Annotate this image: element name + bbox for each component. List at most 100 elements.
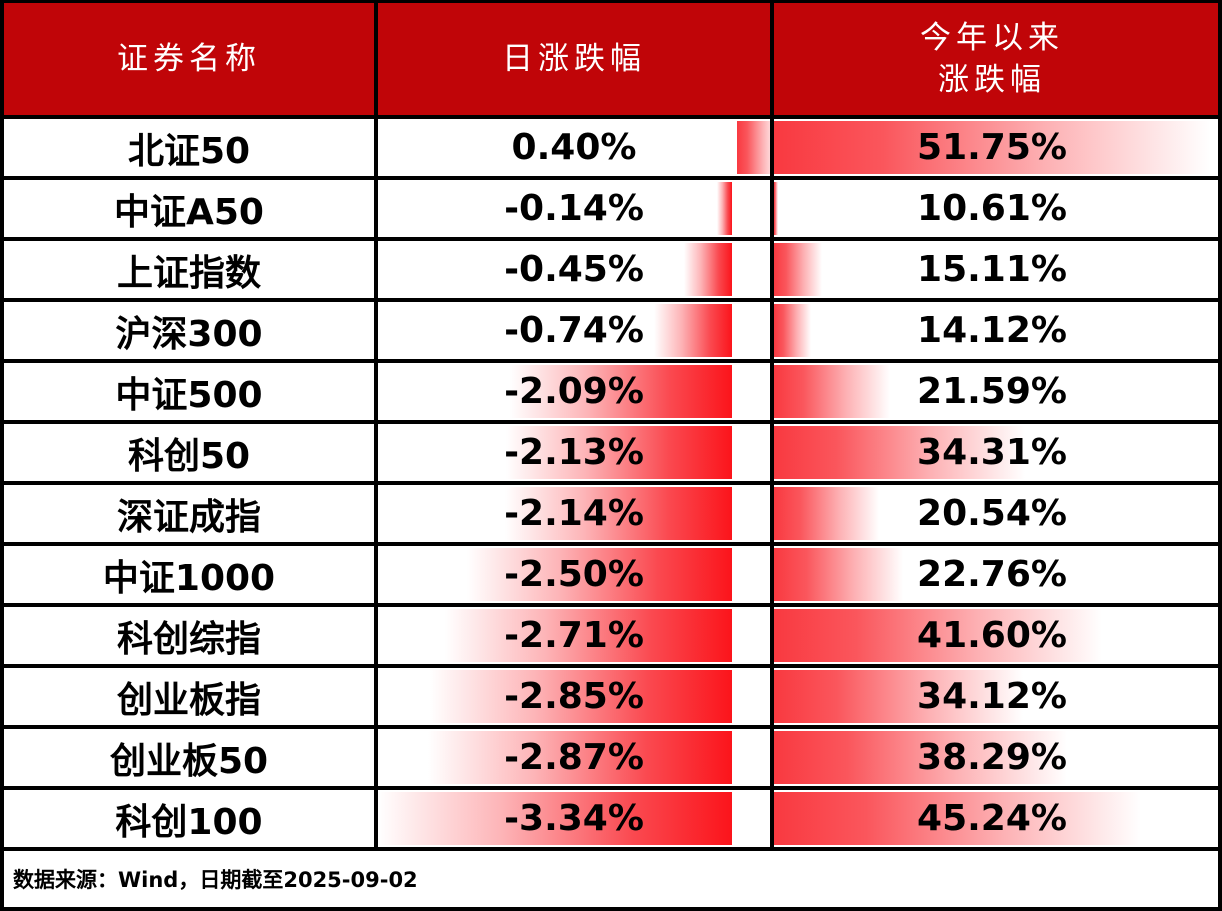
ytd-change-databar	[774, 731, 1067, 784]
daily-change-databar	[428, 731, 732, 784]
ytd-change-cell: 14.12%	[774, 302, 1210, 359]
ytd-change-cell: 20.54%	[774, 485, 1210, 542]
header-label-daily-change: 日涨跌幅	[502, 41, 646, 77]
index-name: 创业板50	[109, 740, 269, 782]
daily-change-cell: -0.14%	[378, 180, 774, 237]
index-name-cell: 创业板指	[4, 668, 378, 725]
ytd-change-value: 22.76%	[917, 554, 1067, 595]
header-cell-ytd-change: 今年以来 涨跌幅	[774, 3, 1210, 115]
index-name-cell: 科创50	[4, 424, 378, 481]
ytd-change-value: 21.59%	[917, 371, 1067, 412]
daily-change-cell: -2.71%	[378, 607, 774, 664]
ytd-change-cell: 34.12%	[774, 668, 1210, 725]
daily-change-databar	[717, 182, 732, 235]
daily-change-value: -0.74%	[504, 310, 644, 351]
index-name-cell: 科创100	[4, 790, 378, 847]
table-row: 创业板指 -2.85% 34.12%	[4, 668, 1218, 729]
ytd-change-cell: 34.31%	[774, 424, 1210, 481]
ytd-change-cell: 41.60%	[774, 607, 1210, 664]
daily-change-value: -0.45%	[504, 249, 644, 290]
daily-change-value: -2.13%	[504, 432, 644, 473]
daily-change-cell: 0.40%	[378, 119, 774, 176]
ytd-change-value: 34.12%	[917, 676, 1067, 717]
daily-change-databar	[378, 792, 732, 845]
index-name-cell: 北证50	[4, 119, 378, 176]
daily-change-databar	[654, 304, 732, 357]
daily-change-cell: -3.34%	[378, 790, 774, 847]
daily-change-value: -2.87%	[504, 737, 644, 778]
ytd-change-value: 14.12%	[917, 310, 1067, 351]
daily-change-cell: -2.09%	[378, 363, 774, 420]
table-row: 北证50 0.40% 51.75%	[4, 119, 1218, 180]
table-row: 创业板50 -2.87% 38.29%	[4, 729, 1218, 790]
ytd-change-cell: 51.75%	[774, 119, 1210, 176]
ytd-change-cell: 21.59%	[774, 363, 1210, 420]
header-cell-security-name: 证券名称	[4, 3, 378, 115]
ytd-change-value: 51.75%	[917, 127, 1067, 168]
table-row: 上证指数 -0.45% 15.11%	[4, 241, 1218, 302]
ytd-change-cell: 45.24%	[774, 790, 1210, 847]
daily-change-databar	[445, 609, 732, 662]
table-row: 中证A50 -0.14% 10.61%	[4, 180, 1218, 241]
index-name: 科创50	[127, 435, 251, 477]
daily-change-value: -2.85%	[504, 676, 644, 717]
daily-change-databar	[430, 670, 732, 723]
daily-change-value: -2.50%	[504, 554, 644, 595]
index-name: 科创100	[115, 801, 263, 843]
header-label-ytd-change: 今年以来 涨跌幅	[920, 20, 1064, 98]
daily-change-cell: -2.50%	[378, 546, 774, 603]
ytd-change-databar	[774, 487, 879, 540]
daily-change-cell: -2.13%	[378, 424, 774, 481]
table-row: 沪深300 -0.74% 14.12%	[4, 302, 1218, 363]
ytd-change-cell: 38.29%	[774, 729, 1210, 786]
daily-change-databar	[467, 548, 732, 601]
daily-change-value: -2.14%	[504, 493, 644, 534]
daily-change-value: -2.71%	[504, 615, 644, 656]
ytd-change-cell: 22.76%	[774, 546, 1210, 603]
daily-change-cell: -2.85%	[378, 668, 774, 725]
index-name-cell: 上证指数	[4, 241, 378, 298]
ytd-change-databar	[774, 548, 903, 601]
ytd-change-value: 34.31%	[917, 432, 1067, 473]
daily-change-databar	[684, 243, 732, 296]
index-name: 北证50	[127, 130, 251, 172]
ytd-change-value: 15.11%	[917, 249, 1067, 290]
header-cell-daily-change: 日涨跌幅	[378, 3, 774, 115]
header-label-security-name: 证券名称	[117, 41, 261, 77]
ytd-change-value: 10.61%	[917, 188, 1067, 229]
ytd-change-value: 41.60%	[917, 615, 1067, 656]
ytd-change-value: 38.29%	[917, 737, 1067, 778]
index-name: 中证500	[115, 374, 263, 416]
index-name-cell: 科创综指	[4, 607, 378, 664]
daily-change-cell: -2.87%	[378, 729, 774, 786]
index-name-cell: 中证1000	[4, 546, 378, 603]
ytd-change-value: 45.24%	[917, 798, 1067, 839]
daily-change-cell: -2.14%	[378, 485, 774, 542]
table-row: 中证1000 -2.50% 22.76%	[4, 546, 1218, 607]
index-name-cell: 沪深300	[4, 302, 378, 359]
daily-change-databar	[737, 121, 770, 174]
daily-change-value: 0.40%	[511, 127, 637, 168]
table-row: 中证500 -2.09% 21.59%	[4, 363, 1218, 424]
index-name: 中证A50	[114, 191, 264, 233]
ytd-change-databar	[774, 182, 778, 235]
table-row: 科创100 -3.34% 45.24%	[4, 790, 1218, 851]
table-row: 科创综指 -2.71% 41.60%	[4, 607, 1218, 668]
ytd-change-databar	[774, 609, 1102, 662]
index-name: 上证指数	[116, 252, 261, 294]
source-note: 数据来源：Wind，日期截至2025-09-02	[13, 868, 418, 892]
index-name: 深证成指	[116, 496, 261, 538]
ytd-change-databar	[774, 670, 1023, 723]
daily-change-databar	[506, 426, 732, 479]
daily-change-databar	[505, 487, 732, 540]
ytd-change-databar	[774, 426, 1025, 479]
index-name-cell: 中证A50	[4, 180, 378, 237]
table-row: 深证成指 -2.14% 20.54%	[4, 485, 1218, 546]
index-name-cell: 深证成指	[4, 485, 378, 542]
index-name-cell: 创业板50	[4, 729, 378, 786]
ytd-change-databar	[774, 365, 890, 418]
index-name: 创业板指	[116, 679, 261, 721]
daily-change-value: -0.14%	[504, 188, 644, 229]
index-name: 中证1000	[102, 557, 276, 599]
